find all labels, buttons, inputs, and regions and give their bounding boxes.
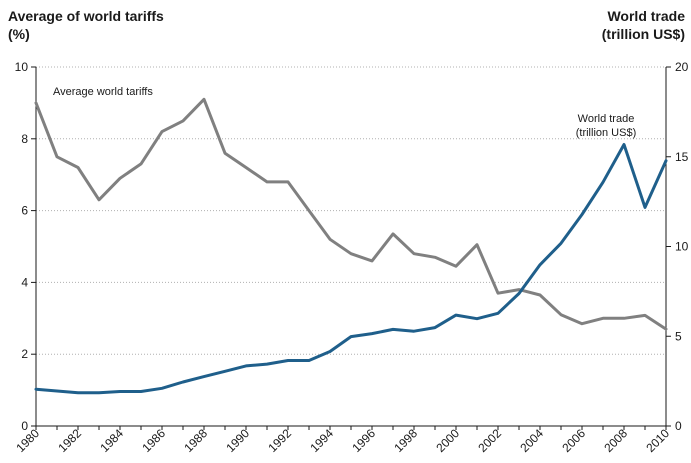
series-line-world-trade: [34, 143, 668, 395]
right-axis-title-line: (trillion US$): [602, 26, 685, 42]
x-tick-label: 2006: [559, 426, 588, 455]
x-tick-label: 1980: [13, 426, 42, 455]
annotation-average-world-tariffs: Average world tariffs: [53, 86, 153, 98]
left-axis-title-line: Average of world tariffs: [8, 8, 164, 24]
x-tick-label: 2008: [601, 426, 630, 455]
right-tick-label: 5: [675, 329, 682, 343]
annotation-line: Average world tariffs: [53, 86, 153, 98]
left-tick-label: 0: [21, 419, 28, 433]
x-tick-label: 2004: [517, 426, 546, 455]
annotation-world-trade: World trade (trillion US$): [576, 113, 637, 139]
x-tick-label: 1998: [391, 426, 420, 455]
x-tick-label: 1988: [181, 426, 210, 455]
series-lines: [34, 97, 668, 395]
x-tick-label: 1990: [223, 426, 252, 455]
x-tick-label: 1982: [55, 426, 84, 455]
x-tick-label: 1992: [265, 426, 294, 455]
right-axis-title-line: World trade: [607, 8, 685, 24]
x-tick-label: 1984: [97, 426, 126, 455]
left-tick-label: 6: [21, 204, 28, 218]
x-tick-label: 1986: [139, 426, 168, 455]
right-tick-label: 10: [675, 240, 689, 254]
x-tick-label: 2010: [643, 426, 672, 455]
left-tick-label: 2: [21, 347, 28, 361]
annotation-line: (trillion US$): [576, 127, 637, 139]
x-tick-label: 1994: [307, 426, 336, 455]
x-tick-label: 1996: [349, 426, 378, 455]
chart-labels: Average of world tariffs (%) World trade (t…: [8, 8, 685, 139]
series-line-average-world-tariffs: [34, 97, 668, 331]
annotation-line: World trade: [578, 113, 635, 125]
left-tick-label: 8: [21, 132, 28, 146]
x-tick-label: 2002: [475, 426, 504, 455]
left-axis-title-line: (%): [8, 26, 30, 42]
right-tick-label: 0: [675, 419, 682, 433]
gridlines: [36, 66, 666, 355]
left-axis-title: Average of world tariffs (%): [8, 8, 164, 42]
right-tick-label: 20: [675, 60, 689, 74]
right-tick-label: 15: [675, 150, 689, 164]
right-axis-title: World trade (trillion US$): [602, 8, 685, 42]
left-tick-label: 10: [15, 60, 29, 74]
x-tick-label: 2000: [433, 426, 462, 455]
left-tick-label: 4: [21, 275, 28, 289]
